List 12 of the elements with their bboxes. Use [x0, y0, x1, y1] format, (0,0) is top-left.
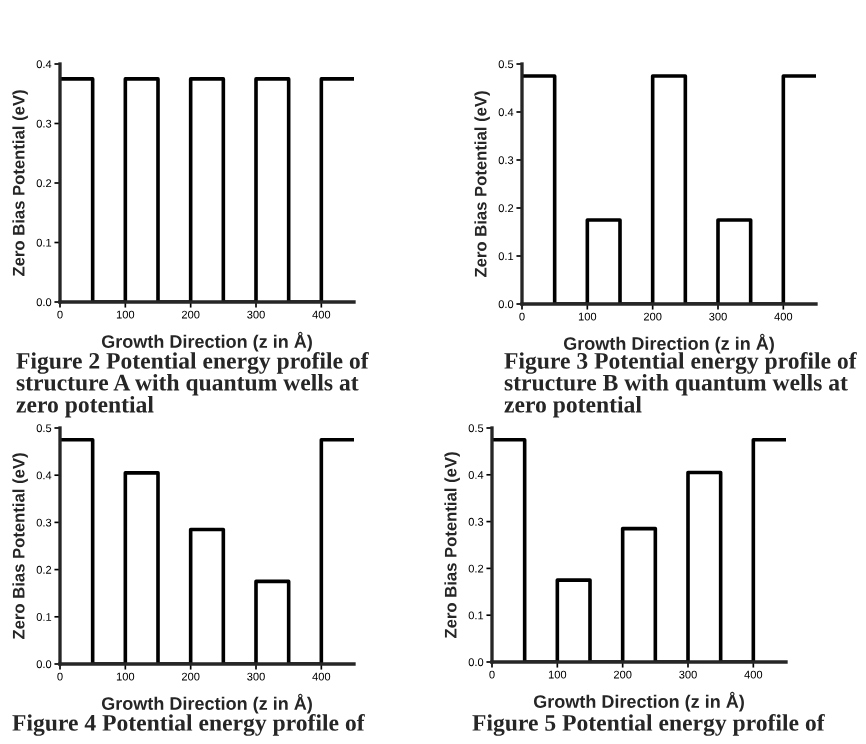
x-axis-title: Growth Direction (z in Å) — [101, 693, 312, 714]
y-axis-title: Zero Bias Potential (eV) — [12, 90, 28, 277]
caption: Figure 5 Potential energy profile of — [472, 714, 825, 736]
x-axis-title: Growth Direction (z in Å) — [563, 333, 774, 354]
x-axis-title: Growth Direction (z in Å) — [101, 331, 312, 352]
y-axis-title: Zero Bias Potential (eV) — [444, 452, 460, 639]
caption: Figure 2 Potential energy profile of structure A with quantum wells at zero potential — [16, 352, 369, 418]
x-axis-title: Growth Direction (z in Å) — [533, 691, 744, 712]
caption: Figure 3 Potential energy profile of structure B with quantum wells at zero potential — [504, 352, 857, 418]
caption: Figure 4 Potential energy profile of — [12, 714, 365, 736]
y-axis-title: Zero Bias Potential (eV) — [12, 453, 28, 640]
y-axis-title: Zero Bias Potential (eV) — [474, 91, 490, 278]
